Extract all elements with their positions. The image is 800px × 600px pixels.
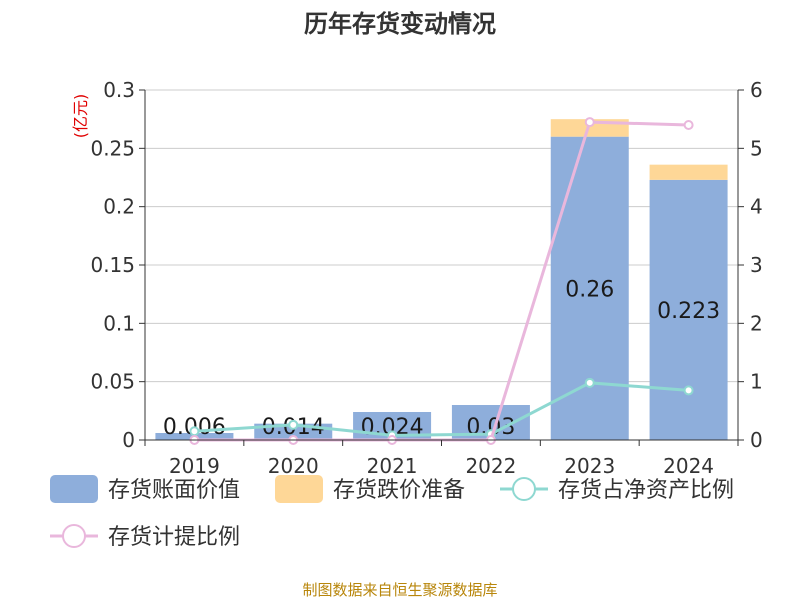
left-axis-unit: (亿元) [71, 94, 90, 139]
bar-book-value [649, 179, 728, 441]
left-tick-label: 0.1 [103, 311, 135, 335]
right-tick-label: 1 [750, 370, 763, 394]
line-point [288, 419, 299, 430]
legend-label: 存货计提比例 [108, 525, 240, 550]
legend-label: 存货占净资产比例 [558, 478, 734, 503]
left-tick-label: 0 [122, 428, 135, 452]
bars [155, 119, 728, 441]
legend-swatch [50, 475, 98, 503]
line-point [584, 377, 595, 388]
x-tick-label: 2024 [663, 454, 714, 478]
x-tick-label: 2020 [268, 454, 319, 478]
legend-label: 存货跌价准备 [333, 478, 465, 503]
right-tick-label: 2 [750, 311, 763, 335]
legend-swatch-marker [512, 477, 536, 501]
bar-value-label: 0.26 [565, 277, 614, 302]
line-point [683, 385, 694, 396]
line-point [189, 426, 200, 437]
x-tick-label: 2019 [169, 454, 220, 478]
line-point [683, 120, 694, 130]
right-tick-label: 6 [750, 78, 763, 102]
legend-label: 存货账面价值 [108, 478, 240, 503]
right-tick-label: 4 [750, 195, 763, 219]
grid-lines [145, 89, 738, 383]
legend-swatch [275, 475, 323, 503]
line-point [584, 117, 595, 128]
x-tick-label: 2022 [465, 454, 516, 478]
line-net-asset-ratio [194, 381, 689, 437]
left-tick-label: 0.2 [103, 195, 135, 219]
left-tick-label: 0.25 [90, 136, 135, 160]
x-tick-label: 2023 [564, 454, 615, 478]
bar-value-label: 0.223 [657, 299, 720, 324]
chart-title: 历年存货变动情况 [304, 10, 496, 38]
x-axis: 2019 2020 2021 2022 2023 2024 [144, 439, 739, 478]
right-tick-label: 5 [750, 136, 763, 160]
left-tick-label: 0.3 [103, 78, 135, 102]
left-axis: 0 0.05 0.1 0.15 0.2 0.25 0.3 [90, 78, 146, 452]
right-tick-label: 3 [750, 253, 763, 277]
legend-swatch-marker [62, 524, 86, 548]
left-tick-label: 0.15 [90, 253, 135, 277]
bar-book-value [550, 136, 629, 440]
right-axis: 0 1 2 3 4 5 6 [737, 78, 763, 452]
right-tick-label: 0 [750, 428, 763, 452]
left-tick-label: 0.05 [90, 370, 135, 394]
source-note: 制图数据来自恒生聚源数据库 [302, 581, 497, 599]
x-tick-label: 2021 [367, 454, 418, 478]
bar-impairment [649, 164, 728, 180]
